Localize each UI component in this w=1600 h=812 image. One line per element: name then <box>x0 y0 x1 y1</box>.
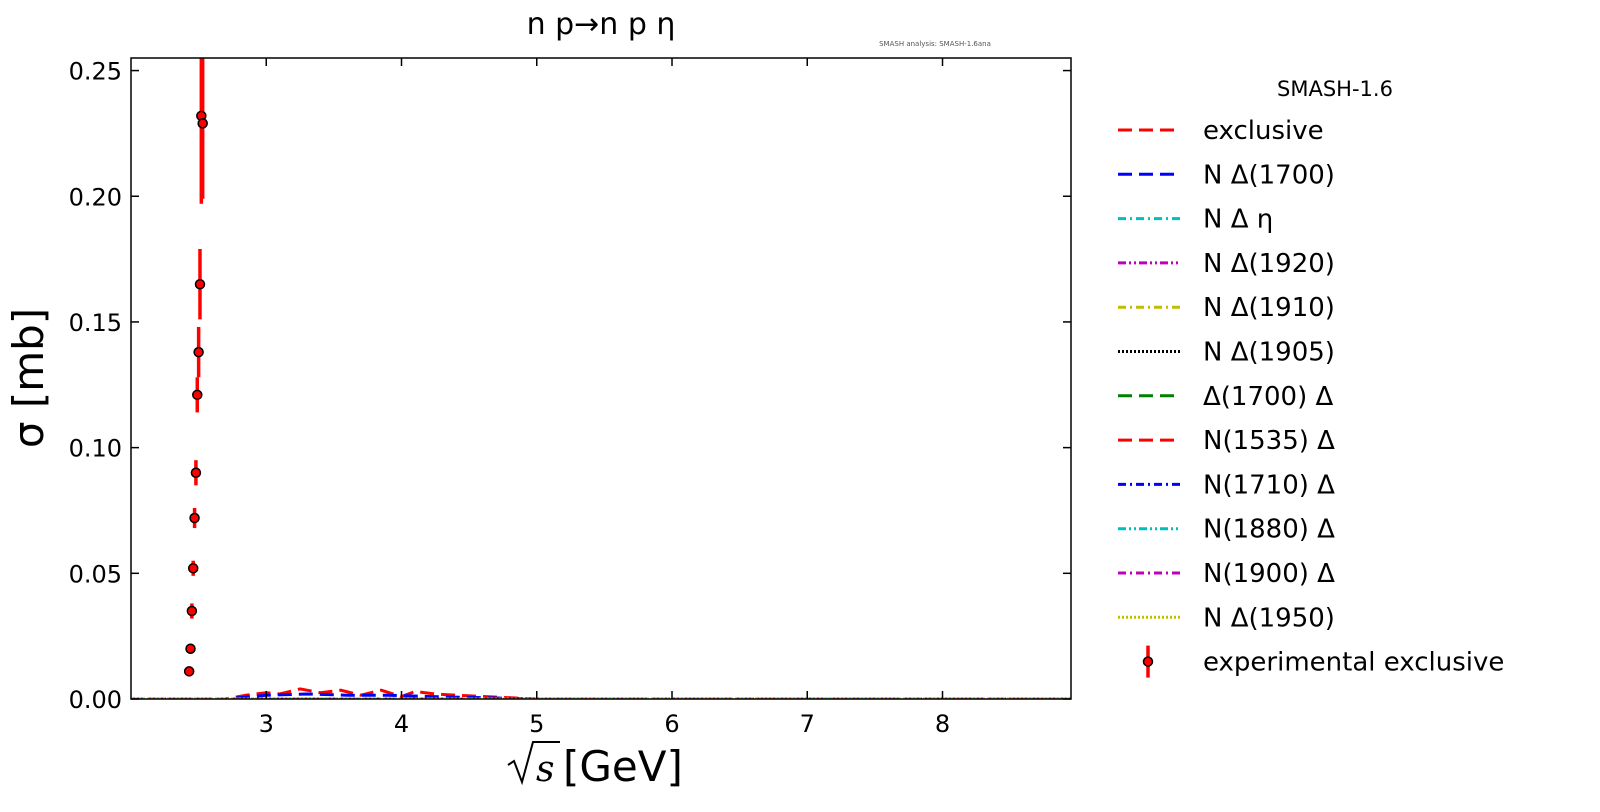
x-tick-label: 8 <box>935 710 950 738</box>
data-point-2 <box>185 643 196 654</box>
data-point-11 <box>197 118 208 129</box>
legend-label-n-1880: N(1880) Δ <box>1203 515 1335 545</box>
plot-frame <box>130 57 1072 700</box>
y-axis: 0.00 0.05 0.10 0.15 0.20 0.25 <box>69 58 1071 714</box>
series-line-1 <box>131 687 1071 699</box>
y-tick-label: 0.05 <box>69 560 122 588</box>
x-tick-label: 5 <box>529 710 544 738</box>
legend-label-n-1950: N Δ(1950) <box>1203 603 1335 633</box>
legend-label-n-1535: N(1535) Δ <box>1203 426 1335 456</box>
x-tick-label: 4 <box>394 710 409 738</box>
y-tick-label: 0.00 <box>69 686 122 714</box>
data-point-5 <box>189 512 200 524</box>
legend-title: SMASH-1.6 <box>1277 77 1393 101</box>
x-axis-label-radicand: s <box>536 749 554 790</box>
y-tick-label: 0.15 <box>69 309 122 337</box>
x-axis: 3 4 5 6 7 8 <box>259 58 950 738</box>
chart-title: n p→n p η <box>527 7 676 42</box>
y-tick-label: 0.25 <box>69 58 122 86</box>
legend-label-exclusive: exclusive <box>1203 116 1324 146</box>
y-tick-label: 0.20 <box>69 183 122 211</box>
watermark: SMASH analysis: SMASH-1.6ana <box>879 40 991 48</box>
legend-label-1700: Δ(1700) Δ <box>1203 382 1334 412</box>
x-axis-label: s [GeV] <box>507 741 683 791</box>
x-axis-label-unit: [GeV] <box>563 742 683 791</box>
x-tick-label: 6 <box>664 710 679 738</box>
legend-label-n-1900: N(1900) Δ <box>1203 559 1335 589</box>
data-point-8 <box>193 346 204 358</box>
data-point-3 <box>186 605 198 617</box>
data-point-6 <box>190 467 202 479</box>
legend-swatch-experimental-marker <box>1142 656 1154 667</box>
x-tick-label: 7 <box>800 710 815 738</box>
series-layer <box>131 687 1071 699</box>
x-tick-label: 3 <box>259 710 274 738</box>
data-point-9 <box>194 278 206 290</box>
data-point-4 <box>187 563 199 574</box>
legend-label-experimental-exclusive: experimental exclusive <box>1203 648 1504 678</box>
sqrt-symbol <box>507 741 560 786</box>
data-point-7 <box>192 389 203 401</box>
legend-label-n: N Δ η <box>1203 205 1273 235</box>
data-point-1 <box>183 666 195 677</box>
legend-label-n-1710: N(1710) Δ <box>1203 470 1335 500</box>
legend-label-n-1920: N Δ(1920) <box>1203 249 1335 279</box>
y-tick-label: 0.10 <box>69 435 122 463</box>
experimental-layer <box>183 58 208 677</box>
legend: SMASH-1.6 exclusive N Δ(1700) N Δ η N Δ(192… <box>1118 77 1504 678</box>
legend-label-n-1905: N Δ(1905) <box>1203 338 1335 368</box>
legend-label-n-1700: N Δ(1700) <box>1203 160 1335 190</box>
legend-label-n-1910: N Δ(1910) <box>1203 293 1335 323</box>
y-axis-label: σ [mb] <box>4 308 53 448</box>
